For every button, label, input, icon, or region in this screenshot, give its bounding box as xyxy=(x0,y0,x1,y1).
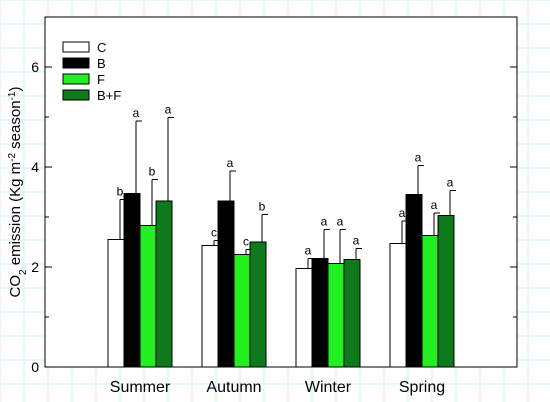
legend-label: C xyxy=(97,40,106,55)
significance-letter: a xyxy=(353,234,360,248)
significance-letter: a xyxy=(447,176,454,190)
legend-label: B+F xyxy=(97,88,121,103)
significance-letter: b xyxy=(117,185,124,199)
y-tick-label: 4 xyxy=(31,159,39,175)
significance-letter: a xyxy=(227,156,234,170)
significance-letter: c xyxy=(211,226,217,240)
significance-letter: a xyxy=(165,103,172,117)
bar-b-autumn xyxy=(217,200,235,368)
bar-f-autumn xyxy=(233,254,251,368)
legend-swatch-bplusf xyxy=(62,89,90,101)
significance-letter: a xyxy=(321,215,328,229)
x-axis: Summer Autumn Winter Spring xyxy=(110,361,445,396)
bar-b-winter xyxy=(311,258,329,368)
bar-bplusf-autumn xyxy=(249,241,267,368)
bar-c-autumn xyxy=(201,245,219,368)
significance-letter: c xyxy=(243,235,249,249)
bar-f-summer xyxy=(139,225,157,368)
bar-bplusf-spring xyxy=(437,215,455,368)
bar-f-winter xyxy=(327,263,345,368)
x-tick-label-spring: Spring xyxy=(399,379,445,396)
y-tick-label: 0 xyxy=(31,359,39,375)
significance-letter: b xyxy=(259,200,266,214)
bar-c-winter xyxy=(295,268,313,368)
bar-b-spring xyxy=(405,194,423,368)
legend-label: F xyxy=(97,72,105,87)
legend-swatch-f xyxy=(62,73,90,85)
significance-letter: a xyxy=(399,206,406,220)
legend-label: B xyxy=(97,56,106,71)
significance-letter: a xyxy=(305,244,312,258)
y-axis-label: CO2 emission (Kg m-2 season-1) xyxy=(7,87,29,298)
bar-c-spring xyxy=(389,243,407,368)
significance-letter: a xyxy=(431,198,438,212)
legend-swatch-c xyxy=(62,41,90,53)
plot-frame xyxy=(44,16,518,368)
x-tick-label-autumn: Autumn xyxy=(206,379,261,396)
legend-swatch-b xyxy=(62,57,90,69)
significance-letter: a xyxy=(415,151,422,165)
bar-bplusf-winter xyxy=(343,259,361,368)
bar-c-summer xyxy=(107,239,125,368)
bar-bplusf-summer xyxy=(155,200,173,368)
bar-f-spring xyxy=(421,235,439,368)
y-tick-label: 6 xyxy=(31,59,39,75)
significance-letter: a xyxy=(337,215,344,229)
x-tick-label-winter: Winter xyxy=(305,379,352,396)
bar-b-summer xyxy=(123,193,141,368)
significance-letter: b xyxy=(149,165,156,179)
y-tick-label: 2 xyxy=(31,259,39,275)
x-tick-label-summer: Summer xyxy=(110,379,171,396)
y-axis: 0 2 4 6 xyxy=(31,16,517,375)
significance-letter: a xyxy=(133,106,140,120)
